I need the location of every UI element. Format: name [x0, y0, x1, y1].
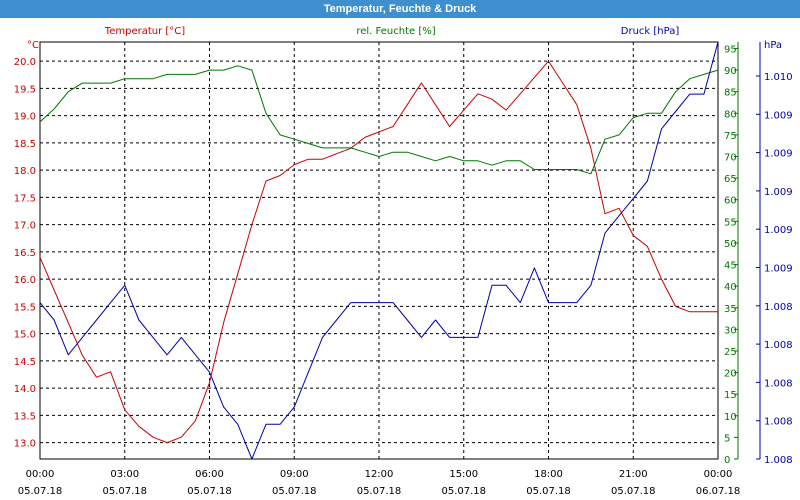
x-tick-date: 05.07.18	[18, 486, 63, 497]
x-tick-time: 03:00	[110, 469, 139, 480]
temperature-tick-label: 16.0	[14, 275, 36, 286]
humidity-tick-label: 50	[724, 239, 737, 250]
humidity-tick-label: 5	[724, 433, 730, 444]
pressure-tick-label: 1.009	[764, 149, 793, 160]
temperature-tick-label: 20.0	[14, 57, 36, 68]
temperature-tick-label: 19.0	[14, 112, 36, 123]
humidity-line	[39, 65, 719, 175]
humidity-tick-label: 65	[724, 174, 737, 185]
humidity-tick-label: 95	[724, 44, 737, 55]
pressure-tick-label: 1.008	[764, 417, 793, 428]
x-tick-time: 18:00	[534, 469, 563, 480]
temperature-tick-label: 18.5	[14, 139, 36, 150]
x-tick-time: 09:00	[280, 469, 309, 480]
x-tick-date: 05.07.18	[187, 486, 232, 497]
x-tick-time: 00:00	[26, 469, 55, 480]
temperature-tick-label: 15.0	[14, 330, 36, 341]
humidity-tick-label: 45	[724, 261, 737, 272]
humidity-tick-label: 75	[724, 131, 737, 142]
x-tick-time: 15:00	[449, 469, 478, 480]
humidity-tick-label: 60	[724, 196, 737, 207]
humidity-tick-label: 70	[724, 153, 737, 164]
x-tick-date: 05.07.18	[357, 486, 402, 497]
temperature-tick-label: 16.5	[14, 248, 36, 259]
humidity-tick-label: 30	[724, 325, 737, 336]
pressure-line	[39, 41, 719, 460]
temperature-line	[39, 60, 718, 444]
x-tick-date: 05.07.18	[102, 486, 147, 497]
pressure-tick-label: 1.009	[764, 225, 793, 236]
humidity-legend-label: rel. Feuchte [%]	[356, 26, 435, 37]
humidity-tick-label: 20	[724, 369, 737, 380]
temperature-tick-label: 14.0	[14, 384, 36, 395]
humidity-tick-label: 85	[724, 88, 737, 99]
temperature-legend-label: Temperatur [°C]	[104, 26, 185, 37]
temperature-tick-label: 14.5	[14, 357, 36, 368]
pressure-unit-label: hPa	[764, 40, 782, 51]
temperature-unit-label: °C	[27, 40, 39, 51]
pressure-tick-label: 1.009	[764, 187, 793, 198]
x-tick-time: 06:00	[195, 469, 224, 480]
humidity-tick-label: 80	[724, 109, 737, 120]
x-tick-date: 05.07.18	[526, 486, 571, 497]
pressure-tick-label: 1.010	[764, 72, 793, 83]
pressure-tick-label: 1.008	[764, 378, 793, 389]
humidity-tick-label: 25	[724, 347, 737, 358]
x-tick-time: 12:00	[365, 469, 394, 480]
window-title: Temperatur, Feuchte & Druck	[0, 0, 800, 18]
pressure-tick-label: 1.009	[764, 110, 793, 121]
x-tick-date: 06.07.18	[696, 486, 741, 497]
pressure-legend-label: Druck [hPa]	[621, 26, 680, 37]
x-tick-time: 21:00	[619, 469, 648, 480]
temperature-tick-label: 19.5	[14, 84, 36, 95]
humidity-tick-label: 40	[724, 282, 737, 293]
pressure-tick-label: 1.009	[764, 264, 793, 275]
humidity-tick-label: 90	[724, 66, 737, 77]
x-tick-date: 05.07.18	[441, 486, 486, 497]
temperature-tick-label: 13.0	[14, 439, 36, 450]
x-tick-date: 05.07.18	[611, 486, 656, 497]
humidity-tick-label: 55	[724, 217, 737, 228]
plot-area	[39, 41, 719, 460]
temperature-tick-label: 13.5	[14, 411, 36, 422]
humidity-tick-label: 15	[724, 390, 737, 401]
temperature-tick-label: 17.0	[14, 221, 36, 232]
pressure-tick-label: 1.008	[764, 455, 793, 466]
x-tick-date: 05.07.18	[272, 486, 317, 497]
pressure-tick-label: 1.008	[764, 302, 793, 313]
temperature-tick-label: 17.5	[14, 193, 36, 204]
pressure-tick-label: 1.008	[764, 340, 793, 351]
humidity-tick-label: 10	[724, 412, 737, 423]
temperature-tick-label: 15.5	[14, 302, 36, 313]
temperature-tick-label: 18.0	[14, 166, 36, 177]
x-tick-time: 00:00	[704, 469, 733, 480]
humidity-tick-label: 0	[724, 455, 730, 466]
humidity-tick-label: 35	[724, 304, 737, 315]
